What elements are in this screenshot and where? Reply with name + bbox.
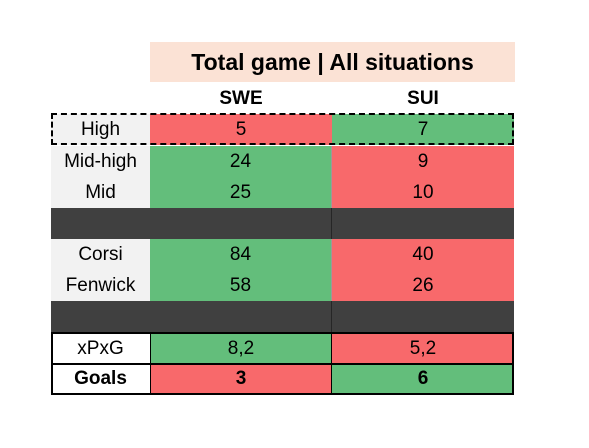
table-row-xpxg: xPxG 8,2 5,2 [51, 333, 514, 364]
cell-mid-high-sui: 9 [332, 146, 514, 177]
table-row-mid: Mid 25 10 [51, 177, 514, 208]
row-label-goals: Goals [51, 363, 150, 394]
cell-corsi-sui: 40 [332, 239, 514, 270]
cell-mid-high-swe: 24 [150, 146, 332, 177]
table-row-fenwick: Fenwick 58 26 [51, 270, 514, 301]
cell-xpxg-sui: 5,2 [332, 333, 514, 364]
cell-mid-swe: 25 [150, 177, 332, 208]
row-label-corsi: Corsi [51, 239, 150, 270]
separator-row [51, 301, 514, 332]
cell-mid-sui: 10 [332, 177, 514, 208]
table-row-corsi: Corsi 84 40 [51, 239, 514, 270]
cell-high-swe: 5 [150, 114, 332, 145]
row-label-fenwick: Fenwick [51, 270, 150, 301]
table-row-goals: Goals 3 6 [51, 363, 514, 394]
separator-cell [51, 301, 150, 332]
cell-corsi-swe: 84 [150, 239, 332, 270]
row-label-xpxg: xPxG [51, 333, 150, 364]
row-label-mid-high: Mid-high [51, 146, 150, 177]
separator-cell [332, 301, 514, 332]
cell-high-sui: 7 [332, 114, 514, 145]
separator-row [51, 208, 514, 239]
cell-fenwick-sui: 26 [332, 270, 514, 301]
separator-cell [332, 208, 514, 239]
cell-fenwick-swe: 58 [150, 270, 332, 301]
cell-xpxg-swe: 8,2 [150, 333, 332, 364]
table-row-high: High 5 7 [51, 114, 514, 145]
column-header-sui: SUI [407, 88, 439, 109]
table-title: Total game | All situations [150, 42, 515, 82]
cell-goals-swe: 3 [150, 363, 332, 394]
separator-cell [150, 301, 332, 332]
column-header-swe: SWE [219, 88, 263, 109]
cell-goals-sui: 6 [332, 363, 514, 394]
row-label-high: High [51, 114, 150, 145]
separator-cell [51, 208, 150, 239]
separator-cell [150, 208, 332, 239]
table-row-mid-high: Mid-high 24 9 [51, 146, 514, 177]
row-label-mid: Mid [51, 177, 150, 208]
